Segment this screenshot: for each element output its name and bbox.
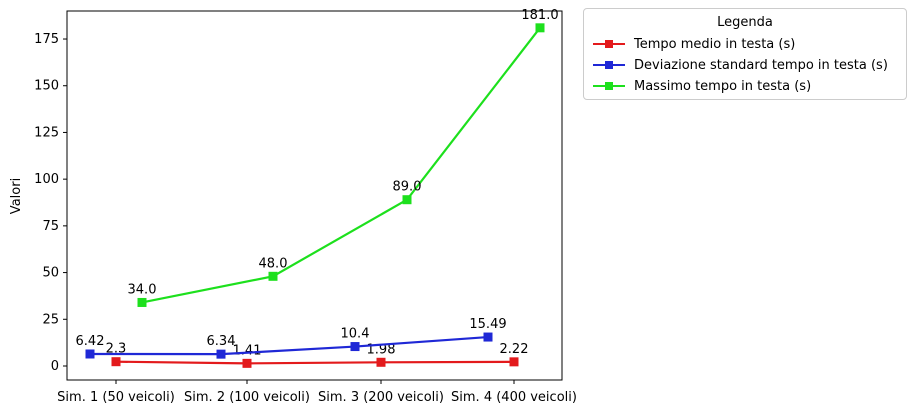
y-tick-label: 100 (34, 172, 59, 187)
legend: Legenda Tempo medio in testa (s) Deviazi… (583, 8, 907, 100)
legend-item-massimo: Massimo tempo in testa (s) (592, 77, 811, 95)
data-label: 2.22 (500, 342, 529, 357)
y-tick-label: 75 (42, 219, 59, 234)
data-point (376, 357, 386, 367)
data-point (268, 271, 278, 281)
x-tick-label: Sim. 4 (400 veicoli) (451, 390, 577, 405)
data-point (402, 195, 412, 205)
y-tick-label: 125 (34, 125, 59, 140)
y-axis-label: Valori (9, 178, 24, 214)
data-label: 181.0 (521, 8, 558, 23)
legend-swatch-massimo (593, 82, 625, 90)
legend-label-tempo-medio: Tempo medio in testa (s) (634, 36, 796, 52)
data-label: 6.34 (207, 334, 236, 349)
plot-frame (66, 10, 563, 381)
data-label: 89.0 (393, 180, 422, 195)
data-point (216, 349, 226, 359)
data-label: 6.42 (76, 334, 105, 349)
plot-area: 0 25 50 75 100 125 150 175 Sim. 1 (50 veicoli) Si… (34, 8, 577, 405)
data-point (509, 357, 519, 367)
data-point (242, 358, 252, 368)
series-line (141, 27, 541, 304)
x-tick-label: Sim. 1 (50 veicoli) (57, 390, 175, 405)
legend-title: Legenda (717, 15, 773, 30)
data-label: 34.0 (128, 282, 157, 297)
y-tick-label: 25 (42, 312, 59, 327)
data-point (350, 342, 360, 352)
data-point (137, 297, 147, 307)
legend-label-massimo: Massimo tempo in testa (s) (634, 78, 812, 94)
legend-item-tempo-medio: Tempo medio in testa (s) (592, 35, 795, 53)
y-tick-label: 175 (34, 32, 59, 47)
data-point (483, 332, 493, 342)
y-tick-label: 150 (34, 79, 59, 94)
legend-item-deviazione: Deviazione standard tempo in testa (s) (592, 56, 888, 74)
data-label: 1.41 (233, 343, 262, 358)
data-point (111, 357, 121, 367)
data-label: 10.4 (341, 327, 370, 342)
data-point (535, 23, 545, 33)
y-tick-label: 0 (51, 359, 59, 374)
y-tick-label: 50 (42, 266, 59, 281)
series-line (89, 335, 489, 356)
data-label: 48.0 (259, 256, 288, 271)
data-label: 15.49 (469, 317, 506, 332)
data-point (85, 349, 95, 359)
legend-swatch-tempo-medio (593, 40, 625, 48)
legend-swatch-deviazione (593, 61, 625, 69)
x-tick-label: Sim. 3 (200 veicoli) (318, 390, 444, 405)
legend-label-deviazione: Deviazione standard tempo in testa (s) (634, 57, 888, 73)
x-tick-label: Sim. 2 (100 veicoli) (184, 390, 310, 405)
series-line (115, 360, 515, 365)
